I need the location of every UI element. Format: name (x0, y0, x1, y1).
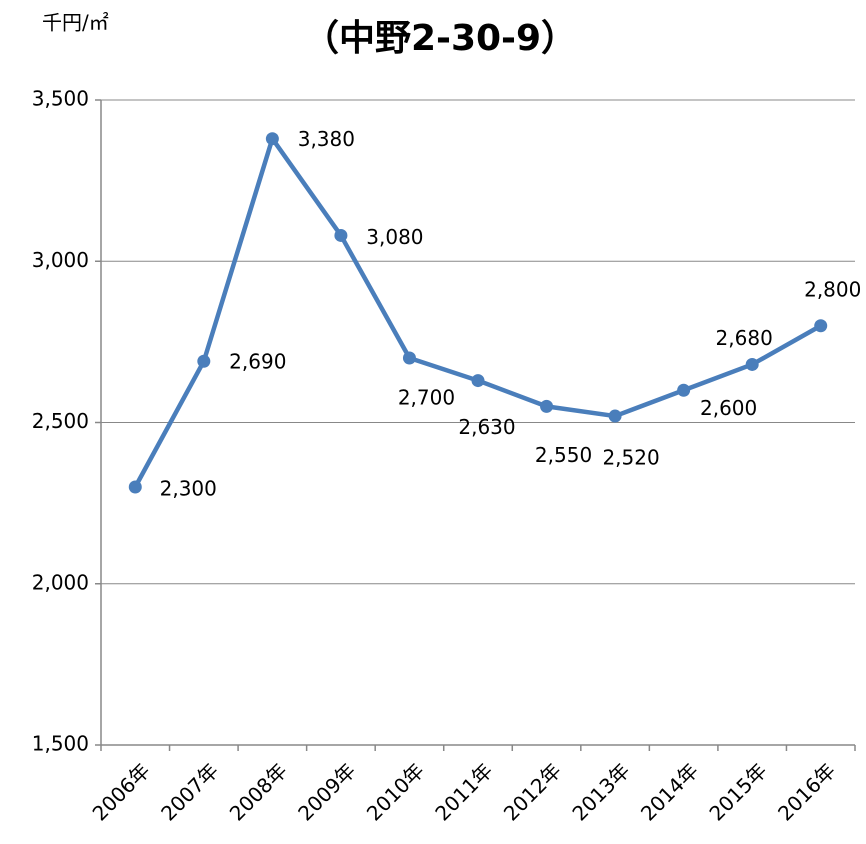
data-label: 2,700 (398, 386, 455, 410)
data-point (334, 228, 348, 242)
y-tick-label: 2,500 (32, 409, 89, 433)
data-label: 3,080 (366, 225, 423, 249)
y-tick-label: 2,000 (32, 570, 89, 594)
data-point (540, 399, 554, 413)
data-label: 2,300 (160, 477, 217, 501)
data-label: 2,690 (229, 350, 286, 374)
data-point (265, 132, 279, 146)
data-point (608, 409, 622, 423)
y-tick-label: 3,000 (32, 248, 89, 272)
chart-title: （中野2-30-9） (303, 18, 577, 59)
x-tick-label: 2013年 (567, 758, 634, 825)
x-tick-label: 2011年 (430, 758, 497, 825)
data-point (128, 480, 142, 494)
y-tick-label: 3,500 (32, 87, 89, 111)
data-label: 2,800 (804, 277, 861, 301)
data-label: 2,520 (602, 446, 659, 470)
y-tick-label: 1,500 (32, 732, 89, 756)
data-label: 3,380 (298, 127, 355, 151)
x-tick-label: 2009年 (293, 758, 360, 825)
data-point (471, 374, 485, 388)
data-label: 2,600 (700, 396, 757, 420)
data-point (745, 357, 759, 371)
x-tick-label: 2012年 (499, 758, 566, 825)
x-tick-label: 2006年 (88, 758, 155, 825)
x-tick-label: 2008年 (225, 758, 292, 825)
data-label: 2,550 (535, 443, 592, 467)
data-label: 2,680 (716, 326, 773, 350)
x-tick-label: 2010年 (362, 758, 429, 825)
x-tick-label: 2015年 (704, 758, 771, 825)
data-point (402, 351, 416, 365)
y-axis-label: 千円/㎡ (42, 11, 109, 35)
data-point (197, 354, 211, 368)
data-point (814, 319, 828, 333)
x-tick-label: 2007年 (156, 758, 223, 825)
x-tick-label: 2016年 (773, 758, 840, 825)
data-label: 2,630 (458, 415, 515, 439)
x-tick-label: 2014年 (636, 758, 703, 825)
data-point (677, 383, 691, 397)
